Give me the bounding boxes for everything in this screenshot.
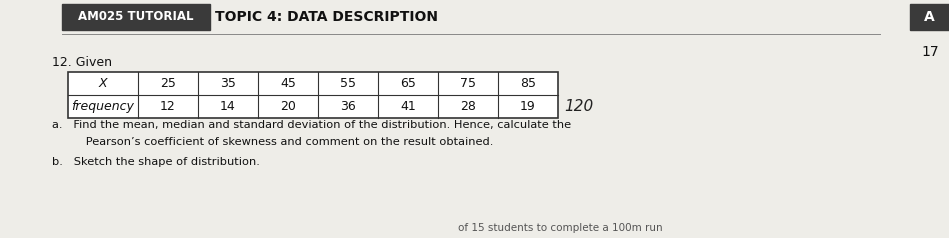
Text: 12. Given: 12. Given [52,55,112,69]
Text: A: A [924,10,935,24]
Text: 25: 25 [160,77,176,90]
Text: 41: 41 [400,100,416,113]
Text: b.   Sketch the shape of distribution.: b. Sketch the shape of distribution. [52,157,260,167]
Text: 12: 12 [160,100,176,113]
Text: 17: 17 [921,45,939,59]
Text: 45: 45 [280,77,296,90]
Text: AM025 TUTORIAL: AM025 TUTORIAL [78,10,194,24]
Text: 85: 85 [520,77,536,90]
Text: Pearson’s coefficient of skewness and comment on the result obtained.: Pearson’s coefficient of skewness and co… [64,137,493,147]
Text: 20: 20 [280,100,296,113]
Text: 65: 65 [400,77,416,90]
Text: X: X [99,77,107,90]
Text: 120: 120 [564,99,593,114]
Text: 55: 55 [340,77,356,90]
Text: frequency: frequency [71,100,135,113]
Bar [910,4,949,30]
Bar [62,4,210,30]
Text: 35: 35 [220,77,236,90]
Bar [68,72,558,118]
Text: 75: 75 [460,77,476,90]
Text: a.   Find the mean, median and standard deviation of the distribution. Hence, ca: a. Find the mean, median and standard de… [52,120,571,130]
Text: 36: 36 [340,100,356,113]
Text: 28: 28 [460,100,476,113]
Text: TOPIC 4: DATA DESCRIPTION: TOPIC 4: DATA DESCRIPTION [215,10,438,24]
Text: 14: 14 [220,100,236,113]
Text: of 15 students to complete a 100m run: of 15 students to complete a 100m run [457,223,662,233]
Text: 19: 19 [520,100,536,113]
